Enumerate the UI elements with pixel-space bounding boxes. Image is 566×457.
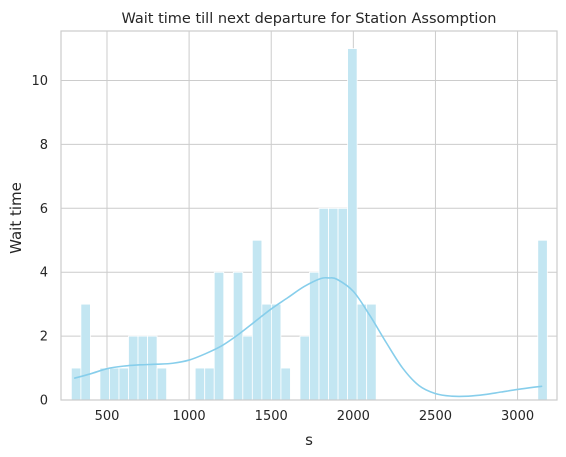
histogram-bar xyxy=(194,367,206,401)
histogram-bar xyxy=(137,335,148,401)
histogram-bar xyxy=(299,335,310,401)
y-tick-label: 10 xyxy=(31,74,48,89)
x-tick-label: 2000 xyxy=(337,409,370,424)
kde-line xyxy=(73,276,543,398)
histogram-bar xyxy=(70,367,82,401)
histogram-bar xyxy=(347,48,358,401)
histogram-bar xyxy=(118,367,129,401)
histogram-bar xyxy=(232,271,244,401)
histogram-bar xyxy=(204,367,215,401)
histogram-bar xyxy=(261,303,272,401)
histogram-bar xyxy=(99,367,110,401)
y-tick-labels: 0 2 4 6 8 10 xyxy=(31,74,48,408)
histogram-bar xyxy=(337,207,348,401)
histogram-bar xyxy=(309,271,320,401)
plot-border xyxy=(60,30,558,401)
histogram-bar xyxy=(537,239,548,401)
histogram-bar xyxy=(242,335,253,401)
plot-frame xyxy=(60,30,558,401)
x-axis-label: s xyxy=(305,431,313,449)
kde-curve-layer xyxy=(73,276,543,398)
histogram-bar xyxy=(156,367,168,401)
y-tick-label: 2 xyxy=(40,330,48,345)
x-tick-label: 3000 xyxy=(501,409,534,424)
histogram-bar xyxy=(328,207,339,401)
histogram-bar xyxy=(318,207,329,401)
histogram-bar xyxy=(80,303,91,401)
y-axis-label: Wait time xyxy=(7,182,25,254)
histogram-bar xyxy=(270,303,282,401)
histogram-bar xyxy=(128,335,139,401)
histogram-bar xyxy=(280,367,291,401)
x-tick-label: 500 xyxy=(95,409,120,424)
y-tick-label: 0 xyxy=(40,394,48,409)
histogram-bars xyxy=(70,48,548,401)
chart-title: Wait time till next departure for Statio… xyxy=(121,11,496,27)
y-tick-label: 8 xyxy=(40,138,48,153)
x-tick-label: 1000 xyxy=(173,409,206,424)
y-tick-label: 4 xyxy=(40,266,48,281)
histogram-bar xyxy=(147,335,158,401)
histogram-bar xyxy=(109,367,120,401)
histogram-bar xyxy=(213,271,225,401)
x-tick-label: 2500 xyxy=(419,409,452,424)
histogram-bar xyxy=(356,303,368,401)
x-tick-labels: 500 1000 1500 2000 2500 3000 xyxy=(95,409,535,424)
x-tick-label: 1500 xyxy=(255,409,288,424)
y-tick-label: 6 xyxy=(40,202,48,217)
